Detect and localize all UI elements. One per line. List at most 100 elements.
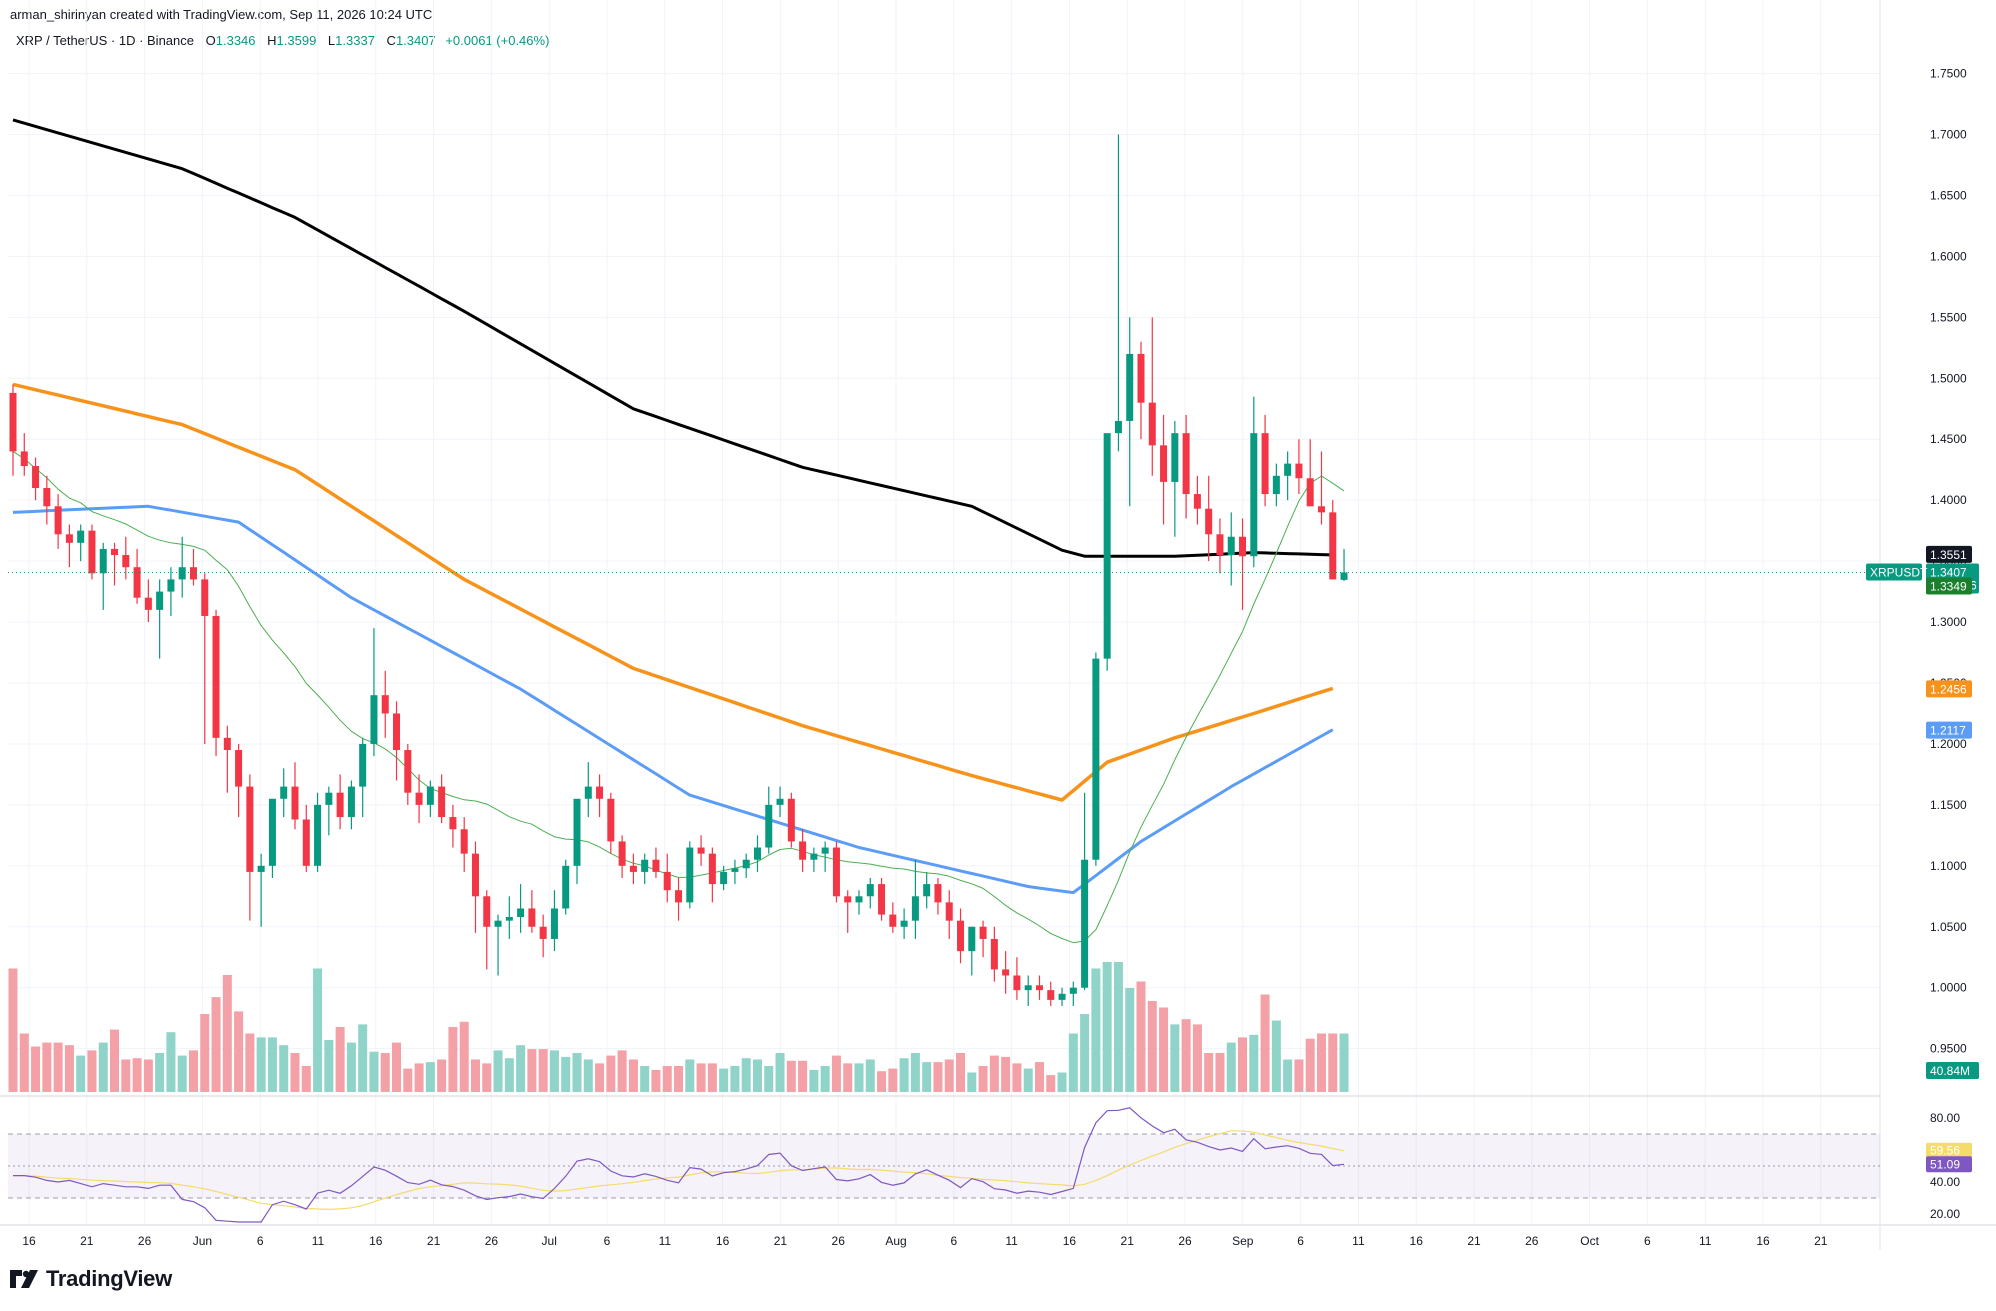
volume-bar xyxy=(200,1014,210,1092)
candle-body xyxy=(539,926,547,939)
candle xyxy=(821,841,829,872)
candles xyxy=(8,134,1870,1006)
volume-bar xyxy=(437,1059,447,1092)
candle-body xyxy=(347,786,355,818)
candle xyxy=(347,780,355,830)
candle xyxy=(1114,134,1122,452)
candle-body xyxy=(765,804,773,848)
candle xyxy=(1160,414,1168,525)
volume-bar xyxy=(831,1055,841,1092)
close-label: C xyxy=(386,33,396,48)
candle xyxy=(1002,951,1010,994)
ma50-price-tag-text: 1.2117 xyxy=(1930,724,1966,738)
volume-bar xyxy=(752,1059,762,1092)
volume-tag-text: 40.84M xyxy=(1930,1064,1970,1078)
candle xyxy=(629,853,637,885)
candle-body xyxy=(1205,508,1213,535)
price-tick-label: 1.0500 xyxy=(1930,920,1967,934)
candle xyxy=(111,542,119,586)
volume-bar xyxy=(324,1040,334,1092)
candle xyxy=(178,536,186,598)
candle xyxy=(314,792,322,872)
candle xyxy=(77,524,85,562)
candle xyxy=(1239,518,1247,610)
candle-body xyxy=(1284,463,1292,476)
open-label: O xyxy=(205,33,216,48)
volume-bar xyxy=(504,1058,514,1092)
candle-body xyxy=(911,896,919,921)
volume-bars xyxy=(8,962,1349,1092)
open-value: 1.3346 xyxy=(215,33,256,48)
volume-bar xyxy=(877,1071,887,1092)
price-tick-label: 1.1500 xyxy=(1930,798,1967,812)
symbol-name[interactable]: XRP / TetherUS · 1D · Binance xyxy=(16,33,194,48)
volume-bar xyxy=(538,1049,548,1092)
volume-bar xyxy=(1204,1053,1214,1092)
volume-bar xyxy=(888,1068,898,1092)
candle-body xyxy=(821,847,829,854)
candle-body xyxy=(483,896,491,927)
candle xyxy=(1035,975,1043,1000)
candle xyxy=(720,865,728,891)
candle xyxy=(438,774,446,824)
rsi-tick-label: 80.00 xyxy=(1930,1111,1960,1125)
volume-bar xyxy=(369,1051,379,1092)
candle-body xyxy=(1002,969,1010,976)
brand-name: TradingView xyxy=(46,1266,172,1291)
rsi-ma-line xyxy=(13,1130,1345,1210)
candle-body xyxy=(753,847,761,860)
candle xyxy=(336,774,344,830)
price-tick-label: 1.4000 xyxy=(1930,493,1967,507)
candle xyxy=(483,890,491,970)
volume-bar xyxy=(155,1053,165,1092)
candle xyxy=(528,890,536,933)
candle-body xyxy=(393,713,401,751)
time-tick-label: 11 xyxy=(659,1234,672,1248)
candle xyxy=(167,567,175,616)
candle xyxy=(1126,317,1134,507)
volume-bar xyxy=(403,1068,413,1092)
volume-bar xyxy=(786,1060,796,1092)
candle-body xyxy=(1160,445,1168,482)
candle-body xyxy=(156,591,164,610)
candle-body xyxy=(314,804,322,866)
price-tick-label: 1.7000 xyxy=(1930,128,1967,142)
candle xyxy=(144,579,152,623)
candle-body xyxy=(1103,433,1111,659)
candle xyxy=(799,829,807,872)
candle-body xyxy=(1216,534,1224,556)
candle-body xyxy=(1329,512,1337,580)
volume-bar xyxy=(470,1059,480,1092)
candle-body xyxy=(1126,353,1134,421)
volume-bar xyxy=(1023,1068,1033,1092)
volume-bar xyxy=(132,1058,142,1092)
time-tick-label: Oct xyxy=(1580,1234,1599,1248)
volume-bar xyxy=(910,1053,920,1092)
candle xyxy=(359,737,367,818)
price-tick-label: 1.6000 xyxy=(1930,249,1967,263)
candle xyxy=(122,536,130,580)
tradingview-logo[interactable]: TradingView xyxy=(10,1266,172,1292)
price-tick-label: 1.6500 xyxy=(1930,188,1967,202)
volume-bar xyxy=(685,1059,695,1092)
candle xyxy=(708,847,716,903)
volume-bar xyxy=(1328,1033,1338,1092)
volume-bar xyxy=(944,1059,954,1092)
candle xyxy=(1272,463,1280,507)
candle xyxy=(20,433,28,476)
candle xyxy=(1284,451,1292,501)
time-tick-label: 21 xyxy=(1814,1234,1828,1248)
volume-bar xyxy=(1226,1042,1236,1092)
candle xyxy=(246,774,254,921)
candle-body xyxy=(133,567,141,598)
candle xyxy=(133,548,141,604)
high-label: H xyxy=(267,33,277,48)
candle xyxy=(539,914,547,958)
candle xyxy=(810,847,818,872)
candle xyxy=(471,841,479,933)
candle xyxy=(765,786,773,854)
volume-bar xyxy=(1283,1059,1293,1092)
candle xyxy=(855,890,863,915)
time-tick-label: 16 xyxy=(716,1234,730,1248)
